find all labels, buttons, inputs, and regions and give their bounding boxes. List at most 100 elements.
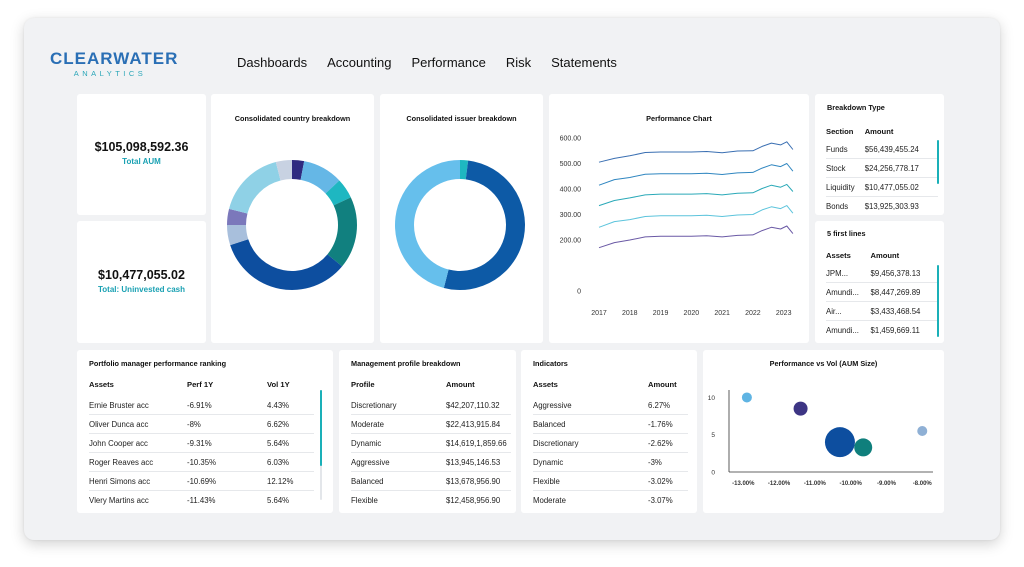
amount-cell: $24,256,778.17 (864, 158, 938, 178)
first-lines-scrollbar[interactable] (937, 265, 939, 337)
table-row[interactable]: Aggressive 6.27% (533, 396, 688, 415)
x-tick-label: 2022 (745, 310, 761, 317)
breakdown-type-table: Section Amount Funds $56,439,455.24 Stock… (826, 122, 938, 215)
donut-slice[interactable] (275, 160, 292, 181)
bubble-point[interactable] (824, 427, 855, 458)
asset-cell: Dynamic (533, 452, 648, 472)
series-line[interactable] (598, 141, 794, 163)
asset-cell: Vlery Martins acc (89, 495, 149, 505)
nav-statements[interactable]: Statements (551, 55, 617, 70)
vol-cell: 5.64% (267, 495, 290, 505)
donut-slice[interactable] (227, 208, 248, 225)
nav-dashboards[interactable]: Dashboards (237, 55, 308, 70)
table-row[interactable]: John Cooper acc -9.31% 5.64% (89, 433, 314, 453)
col-profile: Profile (351, 379, 375, 389)
vol-cell: 5.64% (267, 433, 314, 453)
asset-cell: Henri Simons acc (89, 471, 187, 491)
table-row[interactable]: Roger Reaves acc -10.35% 6.03% (89, 452, 314, 472)
table-row[interactable]: Funds $56,439,455.24 (826, 140, 938, 159)
series-line[interactable] (598, 183, 794, 207)
table-row[interactable]: Flexible -3.02% (533, 471, 688, 491)
table-row[interactable]: Balanced $13,678,956.90 (351, 471, 511, 491)
pm-ranking-scrollbar[interactable] (320, 390, 322, 466)
uninvested-cash-label: Total: Uninvested cash (98, 285, 185, 294)
series-line[interactable] (598, 225, 794, 249)
x-tick-label: -12.00% (768, 481, 791, 487)
breakdown-type-scrollbar[interactable] (937, 140, 939, 184)
bubble-point[interactable] (741, 392, 752, 403)
series-line[interactable] (598, 205, 794, 228)
donut-slice[interactable] (460, 160, 469, 180)
vol-cell: 12.12% (267, 471, 314, 491)
profile-cell: Balanced (351, 471, 446, 491)
table-row[interactable]: Balanced -1.76% (533, 414, 688, 434)
donut-slice[interactable] (300, 161, 340, 194)
x-tick-label: 2023 (776, 310, 792, 317)
breakdown-type-card: Breakdown Type Section Amount Funds $56,4… (815, 94, 944, 215)
table-row[interactable]: Moderate $22,413,915.84 (351, 414, 511, 434)
donut-slice[interactable] (395, 160, 460, 288)
bubble-point[interactable] (793, 401, 808, 416)
bubble-point[interactable] (854, 438, 873, 457)
x-tick-label: -8.00% (913, 481, 933, 487)
table-row[interactable]: Dynamic -3% (533, 452, 688, 472)
table-row[interactable]: Amundi... $1,459,669.11 (826, 321, 938, 340)
vol-cell: 4.43% (267, 396, 314, 415)
asset-cell: Amundi... (826, 325, 859, 335)
perf-cell: -6.91% (187, 396, 267, 415)
x-tick-label: -11.00% (804, 481, 827, 487)
donut-slice[interactable] (327, 197, 357, 267)
table-row[interactable]: Stock $24,256,778.17 (826, 158, 938, 178)
asset-cell: Ernie Bruster acc (89, 396, 187, 415)
table-row[interactable]: Ernie Bruster acc -6.91% 4.43% (89, 396, 314, 415)
series-line[interactable] (598, 163, 794, 186)
amount-cell: -1.76% (648, 414, 688, 434)
table-row[interactable]: Liquidity $10,477,055.02 (826, 177, 938, 197)
table-row[interactable]: Henri Simons acc -10.69% 12.12% (89, 471, 314, 491)
brand-logo[interactable]: CLEARWATER ANALYTICS (50, 50, 177, 79)
table-row[interactable]: Dynamic $14,619,1,859.66 (351, 433, 511, 453)
nav-performance[interactable]: Performance (411, 55, 486, 70)
col-assets: Assets (533, 379, 558, 389)
donut-slice[interactable] (230, 239, 343, 290)
uninvested-cash-value: $10,477,055.02 (98, 268, 185, 282)
first-lines-title: 5 first lines (827, 229, 866, 238)
issuer-donut-chart (395, 160, 525, 290)
donut-slice[interactable] (229, 162, 281, 214)
x-tick-label: 2019 (653, 310, 669, 317)
amount-cell: $42,207,110.32 (446, 396, 511, 415)
x-tick-label: 2018 (622, 310, 638, 317)
table-row[interactable]: JPM... $9,456,378.13 (826, 264, 938, 283)
col-amount: Amount (446, 379, 475, 389)
bubble-point[interactable] (917, 426, 928, 436)
y-tick-label: 0 (711, 470, 715, 477)
pm-ranking-table: Assets Perf 1Y Vol 1Y Ernie Bruster acc -… (89, 372, 314, 509)
table-row[interactable]: Moderate -3.07% (533, 491, 688, 510)
asset-cell: Roger Reaves acc (89, 452, 187, 472)
table-row[interactable]: Discretionary $42,207,110.32 (351, 396, 511, 415)
table-row[interactable]: Amundi... $8,447,269.89 (826, 282, 938, 302)
profile-cell: Aggressive (351, 452, 446, 472)
amount-cell: -3.02% (648, 471, 688, 491)
donut-slice[interactable] (325, 180, 351, 206)
asset-cell: Discretionary (533, 433, 648, 453)
donut-slice[interactable] (443, 160, 525, 290)
table-row[interactable]: Air... $3,433,468.54 (826, 301, 938, 321)
donut-slice[interactable] (227, 225, 249, 246)
x-tick-label: -9.00% (877, 481, 897, 487)
table-row[interactable]: Flexible $12,458,956.90 (351, 491, 511, 510)
donut-slice[interactable] (292, 160, 305, 180)
uninvested-cash-card: $10,477,055.02 Total: Uninvested cash (77, 221, 206, 343)
x-tick-label: 2021 (714, 310, 730, 317)
y-tick-label: 200.00 (560, 238, 582, 245)
table-row[interactable]: Aggressive $13,945,146.53 (351, 452, 511, 472)
y-tick-label: 5 (711, 432, 715, 439)
table-row[interactable]: Discretionary -2.62% (533, 433, 688, 453)
table-row[interactable]: Bonds $13,925,303.93 (826, 197, 938, 216)
perf-vs-vol-card: Performance vs Vol (AUM Size) 10 5 0 -13.00… (703, 350, 944, 513)
y-tick-label: 600.00 (560, 136, 582, 143)
table-row[interactable]: Oliver Dunca acc -8% 6.62% (89, 414, 314, 434)
table-row[interactable]: Vlery Martins acc -11.43% 5.64% (89, 491, 314, 510)
nav-accounting[interactable]: Accounting (327, 55, 392, 70)
nav-risk[interactable]: Risk (505, 55, 532, 70)
